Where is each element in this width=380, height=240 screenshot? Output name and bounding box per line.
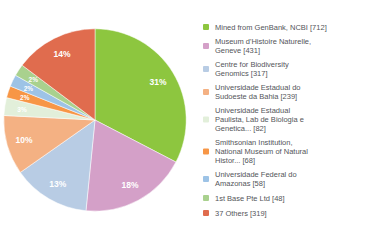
svg-text:2%: 2% [24,85,34,92]
svg-text:Centre for Biodiversity: Centre for Biodiversity [215,60,289,69]
svg-text:18%: 18% [122,180,139,190]
svg-text:Universidade Estadual: Universidade Estadual [215,106,290,115]
svg-text:2%: 2% [20,94,30,101]
svg-text:Genomics [317]: Genomics [317] [215,69,268,78]
svg-text:Sudoeste da Bahia [239]: Sudoeste da Bahia [239] [215,92,297,101]
svg-text:13%: 13% [49,179,66,189]
svg-text:Museum d'Histoire Naturelle,: Museum d'Histoire Naturelle, [215,37,311,46]
svg-text:Paulista, Lab de Biologia e: Paulista, Lab de Biologia e [215,115,304,124]
svg-text:Universidade Federal do: Universidade Federal do [215,170,297,179]
svg-text:Mined from GenBank, NCBI [712]: Mined from GenBank, NCBI [712] [215,23,327,32]
svg-text:2%: 2% [29,76,39,83]
svg-text:Histor... [68]: Histor... [68] [215,156,255,165]
svg-text:10%: 10% [16,135,33,145]
svg-text:Smithsonian Institution,: Smithsonian Institution, [215,138,293,147]
svg-text:3%: 3% [17,106,27,113]
svg-text:14%: 14% [54,49,71,59]
svg-text:Geneve [431]: Geneve [431] [215,46,260,55]
svg-text:1st Base Pte Ltd [48]: 1st Base Pte Ltd [48] [215,194,285,203]
svg-text:31%: 31% [150,77,167,87]
svg-text:Amazonas [58]: Amazonas [58] [215,179,265,188]
svg-text:37 Others [319]: 37 Others [319] [215,209,267,218]
svg-text:Universidade Estadual do: Universidade Estadual do [215,83,300,92]
svg-text:Genetica... [82]: Genetica... [82] [215,124,266,133]
svg-text:National Museum of Natural: National Museum of Natural [215,147,308,156]
